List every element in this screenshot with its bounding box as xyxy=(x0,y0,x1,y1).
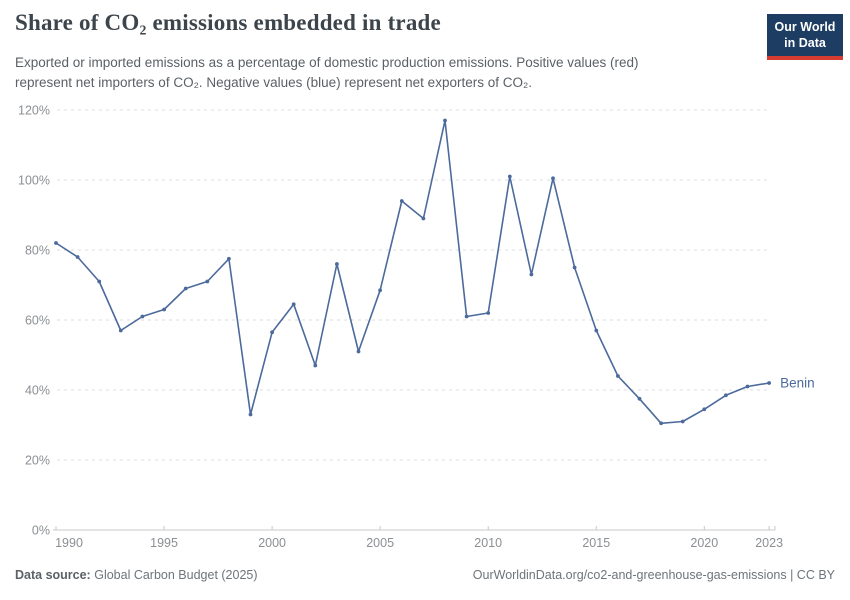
data-point[interactable] xyxy=(54,241,58,245)
owid-logo: Our World in Data xyxy=(767,14,843,60)
data-point[interactable] xyxy=(183,286,188,291)
y-axis-label: 20% xyxy=(25,454,50,468)
x-axis-label: 2000 xyxy=(258,536,286,550)
owid-logo-text: Our World in Data xyxy=(767,14,843,56)
chart-footer: Data source: Global Carbon Budget (2025)… xyxy=(15,568,835,582)
data-point[interactable] xyxy=(702,407,707,412)
data-point[interactable] xyxy=(594,328,599,333)
data-source-label: Data source: xyxy=(15,568,91,582)
data-point[interactable] xyxy=(551,176,555,181)
y-axis-label: 100% xyxy=(18,174,50,188)
chart-subtitle-line2: represent net importers of CO₂. Negative… xyxy=(15,75,532,90)
y-axis-label: 60% xyxy=(25,314,50,328)
data-point[interactable] xyxy=(529,272,534,277)
data-point[interactable] xyxy=(356,349,361,354)
x-axis-label: 2005 xyxy=(366,536,394,550)
data-point[interactable] xyxy=(486,311,491,315)
data-point[interactable] xyxy=(443,118,447,123)
data-point[interactable] xyxy=(75,255,80,259)
data-point[interactable] xyxy=(118,328,123,333)
x-axis-label: 2023 xyxy=(755,536,783,550)
data-point[interactable] xyxy=(507,174,512,179)
data-point[interactable] xyxy=(464,314,469,319)
x-axis-label: 1995 xyxy=(150,536,178,550)
data-point[interactable] xyxy=(227,256,231,261)
data-point[interactable] xyxy=(616,374,620,378)
data-point[interactable] xyxy=(680,419,685,424)
chart-title: Share of CO₂ emissions embedded in trade xyxy=(15,10,441,35)
data-point[interactable] xyxy=(335,262,339,266)
data-point[interactable] xyxy=(724,393,728,398)
data-source-value: Global Carbon Budget (2025) xyxy=(94,568,258,582)
data-point[interactable] xyxy=(270,330,274,335)
data-point[interactable] xyxy=(767,381,771,385)
x-axis-label: 1990 xyxy=(55,536,83,550)
chart-subtitle-line1: Exported or imported emissions as a perc… xyxy=(15,55,639,70)
owid-logo-line1: Our World xyxy=(774,20,836,34)
attribution-link[interactable]: OurWorldinData.org/co2-and-greenhouse-ga… xyxy=(472,568,835,582)
data-point[interactable] xyxy=(162,307,167,312)
owid-logo-line2: in Data xyxy=(784,36,826,51)
y-axis-label: 120% xyxy=(18,104,50,118)
data-point[interactable] xyxy=(637,396,642,401)
y-axis-label: 80% xyxy=(25,244,50,258)
owid-logo-red-bar xyxy=(767,55,843,60)
data-point[interactable] xyxy=(97,279,102,284)
y-axis-label: 40% xyxy=(25,384,50,398)
chart-subtitle: Exported or imported emissions as a perc… xyxy=(15,53,639,93)
x-axis-label: 2010 xyxy=(474,536,502,550)
data-point[interactable] xyxy=(378,288,382,293)
data-point[interactable] xyxy=(291,302,296,307)
series-line-benin[interactable] xyxy=(55,119,770,425)
data-point[interactable] xyxy=(659,421,663,426)
data-source: Data source: Global Carbon Budget (2025) xyxy=(15,568,258,582)
data-point[interactable] xyxy=(572,265,577,270)
x-axis-label: 2020 xyxy=(690,536,718,550)
data-point[interactable] xyxy=(140,314,145,319)
x-axis-label: 2015 xyxy=(582,536,610,550)
data-point[interactable] xyxy=(399,199,404,203)
data-point[interactable] xyxy=(421,216,426,221)
data-point[interactable] xyxy=(248,412,253,417)
y-axis-label: 0% xyxy=(32,524,50,538)
series-label-benin[interactable]: Benin xyxy=(780,376,815,391)
data-point[interactable] xyxy=(205,279,210,284)
data-point[interactable] xyxy=(745,384,750,389)
data-point[interactable] xyxy=(313,363,318,368)
